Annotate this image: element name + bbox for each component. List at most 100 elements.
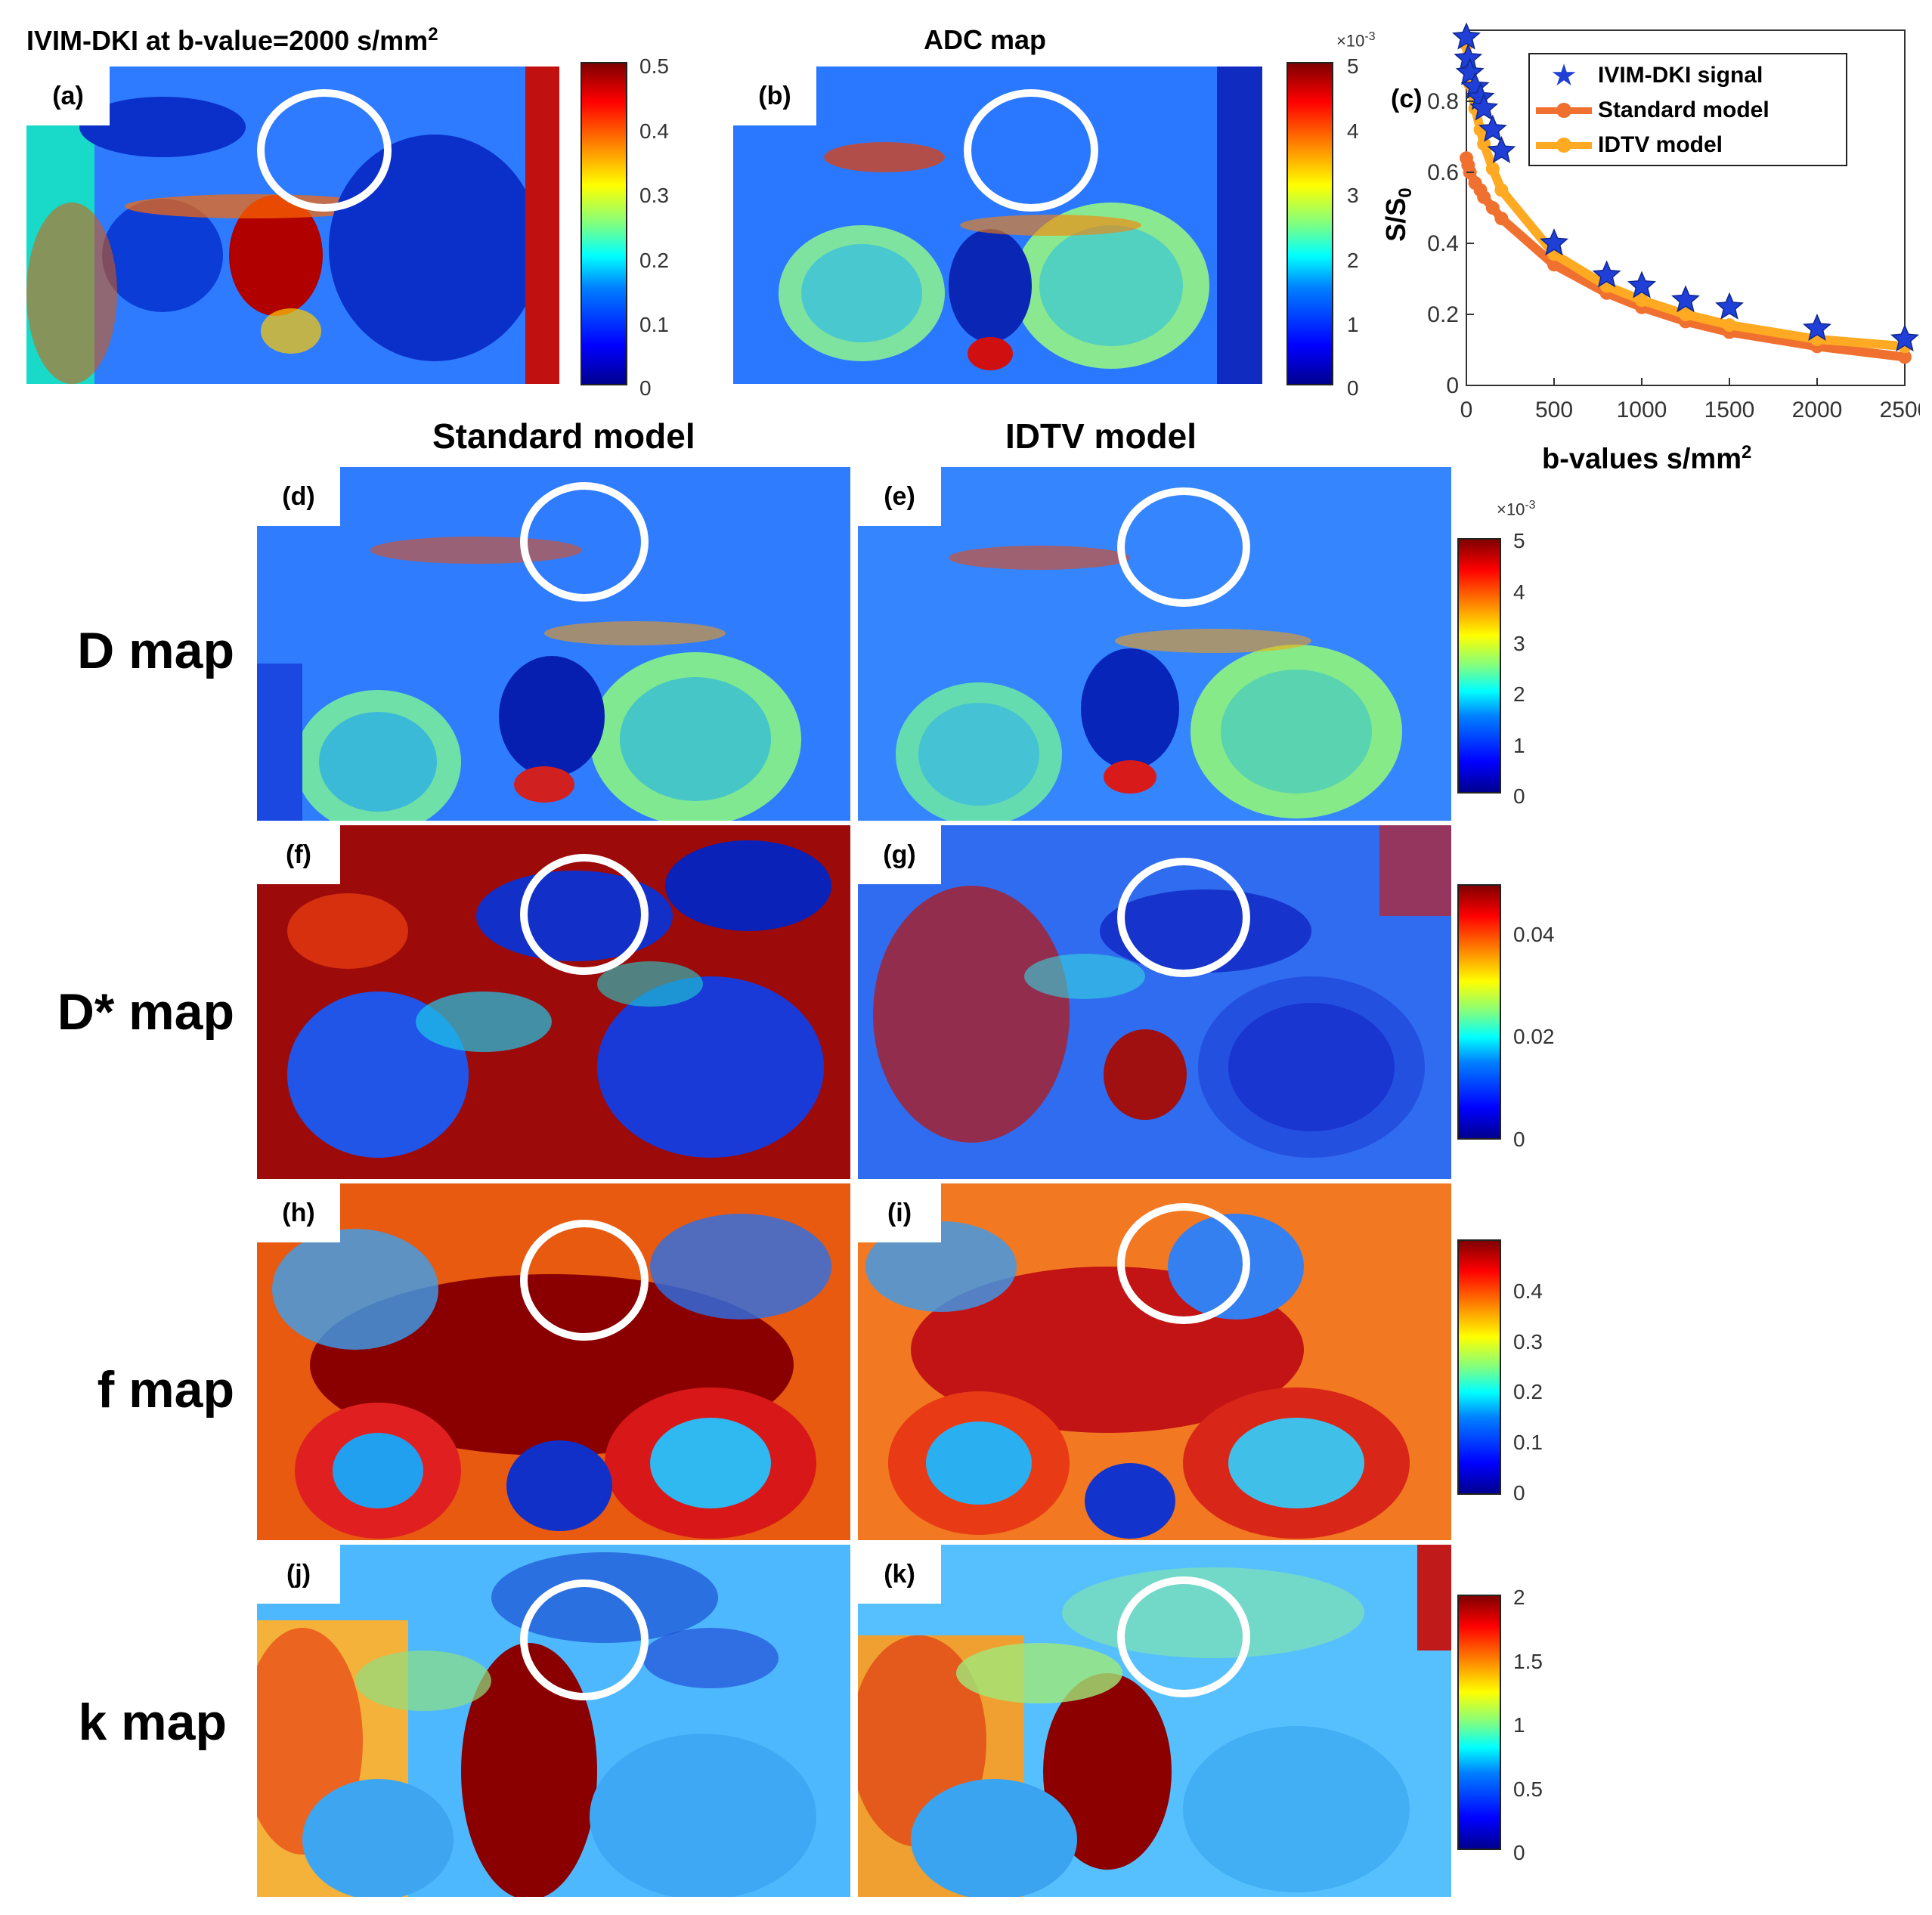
colorbar-b-tick: 5 [1347,54,1359,78]
roi-circle-a [257,89,392,212]
series-point [1723,318,1736,333]
y-tick-label: 0.8 [1427,89,1459,114]
colorbar-h-tick: 0.1 [1513,1431,1543,1454]
series-point [1635,293,1649,308]
chart-legend: ★ IVIM-DKI signal Standard model IDTV mo… [1528,53,1847,166]
colorbar-a-tick: 0.4 [639,119,669,143]
colorbar-d-tick: 3 [1513,632,1525,655]
x-tick-label: 2000 [1792,398,1843,422]
colorbar-j-tick: 1.5 [1513,1650,1543,1673]
panel-b-image: (b) [733,67,1262,384]
legend-item: Standard model [1530,95,1769,125]
line-marker-icon [1530,95,1598,125]
panel-k-label: (k) [858,1545,941,1604]
signal-star-point [1803,313,1831,341]
signal-star-point [1671,285,1700,313]
series-point [1477,137,1491,151]
colorbar-a-tick: 0.1 [639,313,669,336]
series-point [1477,190,1491,204]
series-point [1494,212,1509,226]
colorbar-f-tick: 0.04 [1513,923,1555,946]
panel-e-label: (e) [858,467,941,526]
legend-label: IDTV model [1598,132,1723,157]
roi-circle-b [964,89,1098,212]
panel-f-label: (f) [257,825,340,884]
panel-a-label: (a) [26,67,110,125]
roi-circle-d [520,482,649,602]
column-title-standard: Standard model [432,416,695,456]
colorbar-h-tick: 0.3 [1513,1330,1543,1353]
signal-star-point [1627,271,1656,299]
colorbar-d-tick: 0 [1513,784,1525,808]
colorbar-h-tick: 0 [1513,1481,1525,1505]
colorbar-a-tick: 0.5 [639,54,669,78]
panel-c-label: (c) [1391,85,1423,113]
adc-map-image [733,67,1262,384]
roi-circle-f [520,854,649,975]
y-tick-label: 0 [1446,373,1459,398]
y-tick-label: 0.4 [1427,231,1459,256]
colorbar-f [1457,884,1501,1140]
colorbar-d-exponent: ×10-3 [1497,499,1536,519]
star-icon: ★ [1550,59,1577,92]
colorbar-b [1286,62,1333,385]
signal-star-point [1715,292,1744,320]
roi-circle-e [1117,487,1250,607]
colorbar-b-tick: 0 [1347,376,1359,400]
panel-b-title: ADC map [924,24,1047,55]
signal-star-point [1592,260,1621,288]
signal-star-point [1890,323,1919,352]
roi-circle-k [1117,1576,1250,1697]
panel-d-label: (d) [257,467,340,526]
row-label-d-map: D map [77,622,234,679]
series-point [1485,162,1500,176]
colorbar-a [581,62,627,385]
colorbar-j-tick: 0 [1513,1841,1525,1864]
chart-ylabel: S/S0 [1379,187,1416,242]
roi-circle-h [520,1220,649,1341]
roi-circle-i [1117,1203,1250,1324]
colorbar-h [1457,1239,1501,1495]
column-title-idtv: IDTV model [1005,416,1197,456]
panel-a-title: IVIM-DKI at b-value=2000 s/mm2 [26,24,438,56]
colorbar-d [1457,538,1501,794]
series-point [1494,183,1509,197]
colorbar-d-tick: 5 [1513,529,1525,552]
colorbar-b-tick: 2 [1347,249,1359,272]
roi-circle-j [520,1579,649,1700]
signal-star-point [1540,228,1568,256]
colorbar-j [1457,1595,1501,1850]
colorbar-b-tick: 3 [1347,184,1359,207]
panel-h-label: (h) [257,1183,340,1242]
row-label-dstar-map: D* map [57,983,234,1041]
signal-star-point [1487,135,1516,163]
panel-b-label: (b) [733,67,816,125]
colorbar-a-tick: 0.2 [639,249,669,272]
legend-label: IVIM-DKI signal [1598,63,1763,88]
colorbar-h-tick: 0.2 [1513,1380,1543,1403]
ivim-dki-image [26,67,559,384]
panel-i-label: (i) [858,1183,941,1242]
signal-star-point [1452,22,1481,50]
colorbar-f-tick: 0 [1513,1128,1525,1151]
colorbar-b-tick: 1 [1347,313,1359,336]
line-marker-icon [1530,130,1598,160]
x-tick-label: 1500 [1704,398,1755,422]
colorbar-j-tick: 0.5 [1513,1777,1543,1801]
colorbar-d-tick: 1 [1513,734,1525,757]
legend-item: ★ IVIM-DKI signal [1530,60,1763,91]
colorbar-a-tick: 0.3 [639,184,669,207]
colorbar-b-tick: 4 [1347,119,1359,143]
colorbar-f-tick: 0.02 [1513,1025,1555,1048]
y-tick-label: 0.2 [1427,302,1459,327]
legend-label: Standard model [1598,97,1769,122]
series-point [1898,350,1912,364]
chart-xlabel: b-values s/mm2 [1542,442,1752,475]
colorbar-b-exponent: ×10-3 [1336,30,1376,51]
colorbar-h-tick: 0.4 [1513,1279,1543,1303]
x-tick-label: 1000 [1617,398,1667,422]
colorbar-j-tick: 1 [1513,1713,1525,1737]
series-point [1679,308,1692,321]
